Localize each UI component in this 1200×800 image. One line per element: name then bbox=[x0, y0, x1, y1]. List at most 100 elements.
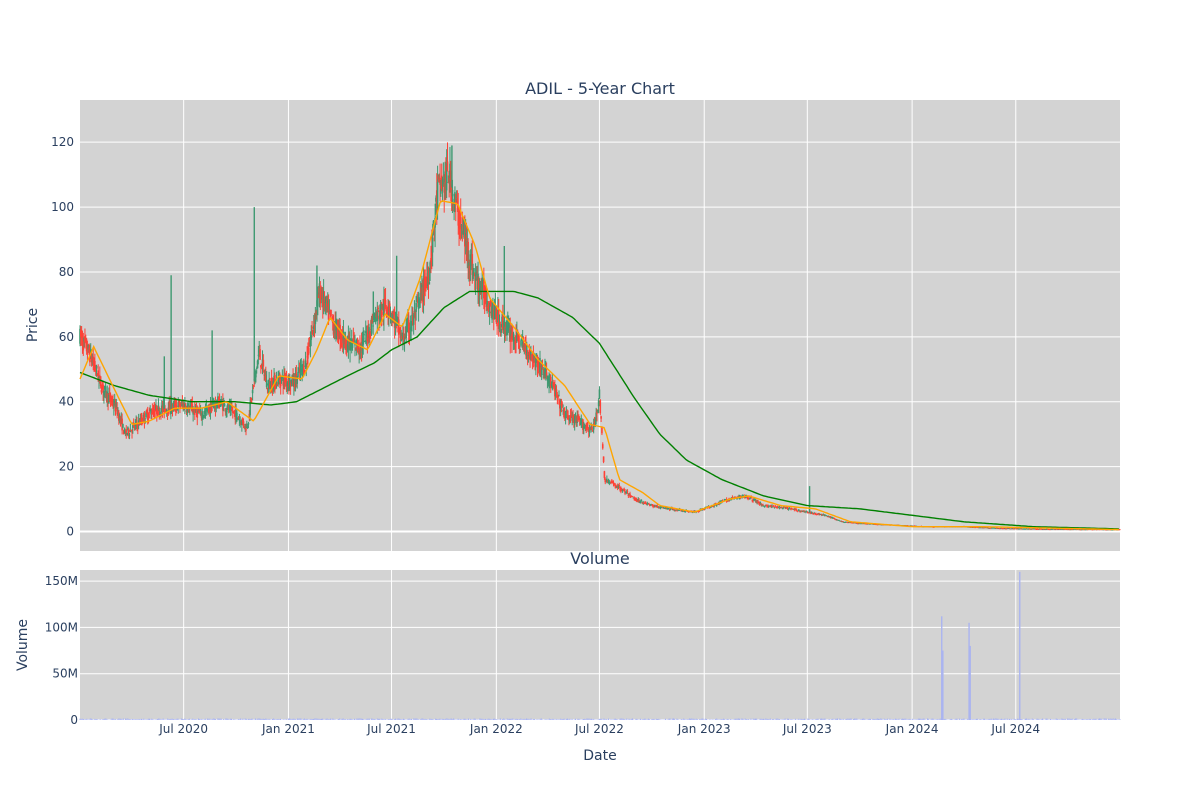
volume-bar bbox=[617, 719, 619, 720]
candle-body bbox=[592, 423, 595, 430]
candle-body bbox=[334, 323, 336, 334]
candle-body bbox=[227, 404, 229, 409]
volume-bar bbox=[285, 718, 287, 720]
volume-bar bbox=[117, 719, 119, 720]
candle-body bbox=[260, 365, 262, 368]
candle-body bbox=[625, 491, 628, 493]
volume-bar bbox=[485, 718, 487, 720]
volume-bar bbox=[121, 719, 123, 720]
candle-body bbox=[364, 341, 366, 343]
candle-body bbox=[302, 363, 304, 372]
candle-body bbox=[420, 288, 422, 293]
candle-body bbox=[1066, 529, 1068, 531]
candle-body bbox=[757, 500, 759, 503]
candle-body bbox=[617, 485, 620, 488]
date-tick-label: Jan 2022 bbox=[469, 722, 523, 736]
volume-bar bbox=[890, 719, 892, 720]
volume-bar bbox=[414, 718, 416, 720]
candle-body bbox=[137, 420, 140, 424]
volume-bar bbox=[622, 718, 624, 720]
candle-body bbox=[275, 379, 278, 386]
candle-body bbox=[215, 400, 218, 406]
candle-body bbox=[526, 353, 529, 360]
candle-body bbox=[337, 330, 340, 340]
price-plot-area[interactable] bbox=[80, 100, 1120, 551]
candle-body bbox=[669, 508, 672, 510]
volume-bar bbox=[786, 718, 788, 720]
volume-bar bbox=[893, 719, 895, 720]
volume-bar bbox=[88, 719, 90, 720]
volume-bar bbox=[295, 719, 297, 720]
candle-body bbox=[394, 318, 397, 329]
volume-bar bbox=[588, 718, 590, 720]
volume-bar bbox=[176, 718, 178, 720]
candle-body bbox=[287, 382, 289, 385]
volume-bar bbox=[275, 719, 277, 720]
candle-body bbox=[779, 506, 782, 509]
volume-bar bbox=[1069, 718, 1071, 720]
volume-bar bbox=[79, 718, 81, 720]
candle-body bbox=[780, 507, 782, 508]
volume-bar bbox=[156, 718, 158, 720]
candle-body bbox=[828, 516, 830, 518]
volume-bar bbox=[658, 718, 660, 720]
candle-body bbox=[1028, 528, 1031, 530]
candle-body bbox=[362, 338, 365, 345]
candle-body bbox=[292, 377, 294, 386]
volume-bar bbox=[800, 718, 802, 720]
candle-body bbox=[323, 298, 326, 309]
candle-body bbox=[508, 325, 511, 330]
volume-bar bbox=[1071, 718, 1073, 720]
candle-body bbox=[777, 507, 779, 509]
volume-bar bbox=[791, 719, 793, 720]
volume-bar bbox=[702, 718, 704, 720]
volume-bar bbox=[839, 718, 841, 720]
volume-bar bbox=[638, 719, 640, 720]
candle-body bbox=[457, 211, 460, 226]
volume-bar bbox=[333, 719, 335, 720]
volume-bar bbox=[410, 718, 412, 720]
candle-body bbox=[179, 406, 182, 407]
volume-bar bbox=[200, 719, 202, 720]
candle-body bbox=[120, 418, 123, 420]
volume-bar bbox=[1062, 718, 1064, 720]
candle-body bbox=[999, 528, 1001, 530]
candle-body bbox=[487, 306, 489, 309]
volume-bar bbox=[883, 718, 885, 720]
volume-bar bbox=[541, 719, 543, 720]
volume-bar bbox=[1007, 719, 1009, 720]
volume-plot-area[interactable] bbox=[80, 570, 1120, 720]
date-tick-label: Jul 2023 bbox=[782, 722, 832, 736]
candle-body bbox=[663, 507, 666, 509]
volume-bar bbox=[250, 719, 252, 720]
candle-body bbox=[194, 406, 197, 413]
candle-body bbox=[418, 300, 421, 306]
candle-body bbox=[236, 417, 239, 419]
candle-body bbox=[971, 527, 974, 528]
candle-body bbox=[1025, 528, 1028, 530]
candle-body bbox=[505, 328, 507, 330]
volume-bar bbox=[167, 718, 169, 720]
candle-body bbox=[193, 409, 195, 411]
candle-body bbox=[521, 341, 524, 348]
candle-body bbox=[84, 336, 86, 342]
candle-body bbox=[810, 511, 813, 514]
volume-bar bbox=[172, 719, 174, 720]
volume-bar bbox=[265, 718, 267, 720]
volume-bar bbox=[654, 719, 656, 720]
volume-axis-label: Volume bbox=[15, 619, 31, 671]
volume-bar bbox=[933, 719, 935, 720]
candle-body bbox=[1071, 529, 1074, 531]
candle-body bbox=[606, 481, 609, 483]
volume-bar bbox=[985, 719, 987, 720]
volume-bar bbox=[429, 718, 431, 720]
volume-bar bbox=[1004, 718, 1006, 720]
candle-body bbox=[484, 292, 487, 293]
volume-bar bbox=[810, 719, 812, 720]
candle-body bbox=[758, 502, 761, 505]
volume-bar bbox=[220, 718, 222, 720]
candle-body bbox=[239, 420, 242, 424]
candle-body bbox=[571, 416, 574, 421]
volume-bar bbox=[1095, 718, 1097, 720]
volume-bar bbox=[213, 718, 215, 720]
